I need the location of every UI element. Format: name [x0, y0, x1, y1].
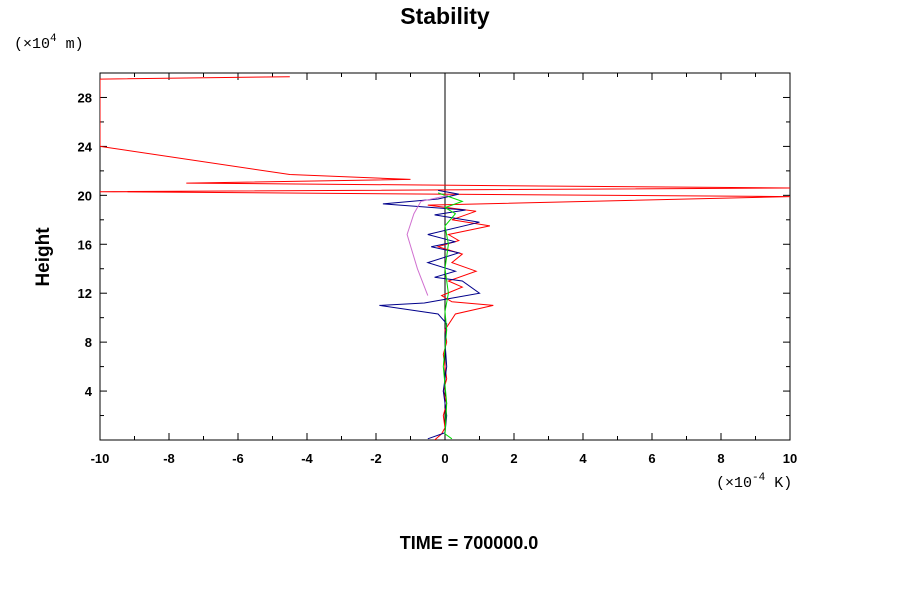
x-tick-label: -4	[301, 451, 313, 466]
chart-title: Stability	[400, 3, 490, 29]
series-line-3	[437, 192, 464, 440]
x-tick-label: 2	[510, 451, 517, 466]
x-tick-label: 6	[648, 451, 655, 466]
x-tick-label: 4	[579, 451, 587, 466]
y-tick-label: 8	[85, 335, 92, 350]
x-tick-label: -10	[91, 451, 110, 466]
y-tick-label: 20	[78, 188, 92, 203]
y-axis-label: Height	[33, 227, 54, 287]
x-tick-label: 10	[783, 451, 797, 466]
y-tick-label: 24	[78, 139, 93, 154]
y-tick-label: 4	[85, 384, 93, 399]
y-tick-label: 28	[78, 90, 92, 105]
x-tick-label: -2	[370, 451, 382, 466]
y-tick-label: 12	[78, 286, 92, 301]
y-unit-label: (×104 m)	[14, 33, 84, 53]
y-tick-label: 16	[78, 237, 92, 252]
x-tick-label: -8	[163, 451, 175, 466]
x-unit-label: (×10-4 K)	[716, 472, 792, 492]
series-line-1	[100, 76, 790, 440]
x-tick-label: -6	[232, 451, 244, 466]
series-line-2	[379, 189, 481, 440]
time-label: TIME = 700000.0	[400, 533, 539, 553]
x-tick-label: 0	[441, 451, 448, 466]
series-line-4	[406, 194, 449, 296]
x-tick-label: 8	[717, 451, 724, 466]
